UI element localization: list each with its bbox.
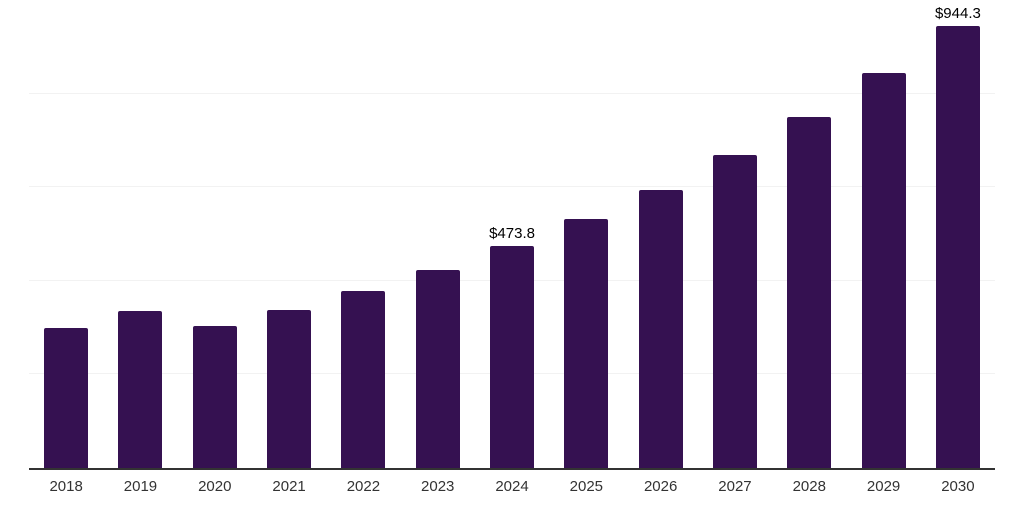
x-tick-label-2023: 2023	[421, 478, 455, 495]
x-tick-label-2030: 2030	[941, 478, 975, 495]
data-label-2024: $473.8	[489, 225, 535, 243]
bar-2021	[267, 309, 312, 468]
bar-slot-2024: $473.8	[475, 0, 549, 468]
bar-slot-2019	[103, 0, 177, 468]
bar-2028	[787, 117, 832, 468]
bar-2027	[712, 155, 757, 468]
x-tick-label-2028: 2028	[792, 478, 826, 495]
x-tick-label-2018: 2018	[49, 478, 83, 495]
bar-slot-2021	[252, 0, 326, 468]
bar-2023	[415, 270, 460, 468]
x-tick-label-2024: 2024	[495, 478, 529, 495]
bar-slot-2022	[326, 0, 400, 468]
bar-2018	[44, 327, 89, 468]
bar-slot-2027	[698, 0, 772, 468]
bar-slot-2030: $944.3	[921, 0, 995, 468]
data-label-2030: $944.3	[934, 5, 981, 23]
bar-slot-2020	[178, 0, 252, 468]
bar-2025	[564, 219, 609, 468]
bars-row: $473.8 $944.3	[29, 0, 995, 468]
bar-slot-2018	[29, 0, 103, 468]
bar-2022	[341, 290, 386, 468]
x-tick-label-2022: 2022	[346, 478, 381, 495]
x-axis-labels: 2018 2019 2020 2021 2022 2023 2024 2025 2026 2027…	[29, 478, 995, 496]
bar-2019	[118, 310, 163, 468]
bar-slot-2028	[772, 0, 846, 468]
x-tick-label-2025: 2025	[569, 478, 604, 495]
x-tick-label-2026: 2026	[643, 478, 678, 495]
bar-2029	[861, 73, 906, 468]
x-tick-label-2019: 2019	[123, 478, 158, 495]
bar-slot-2025	[549, 0, 623, 468]
plot-area: $473.8 $944.3	[29, 0, 995, 470]
bar-slot-2023	[401, 0, 475, 468]
x-tick-label-2021: 2021	[272, 478, 306, 495]
bar-slot-2026	[624, 0, 698, 468]
x-tick-label-2027: 2027	[718, 478, 752, 495]
bar-slot-2029	[846, 0, 920, 468]
x-tick-label-2020: 2020	[198, 478, 232, 495]
bar-2030	[935, 26, 980, 468]
bar-2026	[638, 189, 683, 468]
bar-2024	[490, 246, 535, 468]
bar-2020	[192, 326, 237, 468]
x-tick-label-2029: 2029	[866, 478, 901, 495]
